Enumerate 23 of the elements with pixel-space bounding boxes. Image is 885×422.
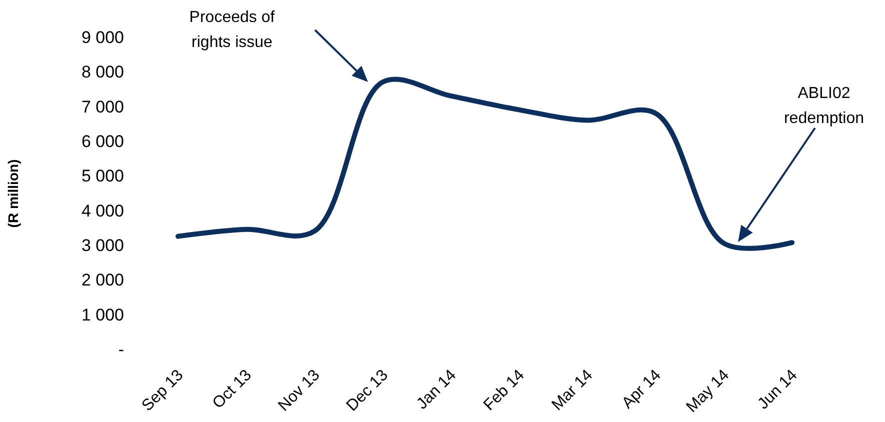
x-tick-label: Mar 14 [548, 366, 596, 414]
y-tick-label: 4 000 [81, 201, 124, 220]
y-tick-label: 1 000 [81, 305, 124, 324]
y-tick-label: 2 000 [81, 270, 124, 290]
y-tick-label: 9 000 [81, 28, 124, 47]
x-tick-label: Nov 13 [275, 366, 324, 415]
y-tick-label: 7 000 [81, 97, 124, 116]
x-tick-label: Apr 14 [618, 366, 664, 412]
x-tick-label: May 14 [683, 366, 733, 416]
annotation: ABLI02 redemption [784, 85, 864, 127]
y-tick-label: 6 000 [81, 132, 124, 151]
y-axis-title: (R million) [5, 159, 21, 228]
y-tick-label: 5 000 [81, 166, 124, 186]
annotation: Proceeds of rights issue [189, 9, 276, 51]
x-tick-label: Feb 14 [480, 366, 528, 414]
x-tick-label: Dec 13 [344, 366, 392, 415]
x-tick-label: Jun 14 [754, 366, 801, 413]
y-tick-label: 3 000 [81, 236, 124, 255]
y-tick-label: 8 000 [81, 62, 124, 82]
x-tick-label: Sep 13 [138, 366, 187, 415]
x-tick-label: Jan 14 [414, 366, 460, 413]
x-tick-label: Oct 13 [210, 366, 256, 412]
y-tick-label: - [118, 340, 124, 359]
